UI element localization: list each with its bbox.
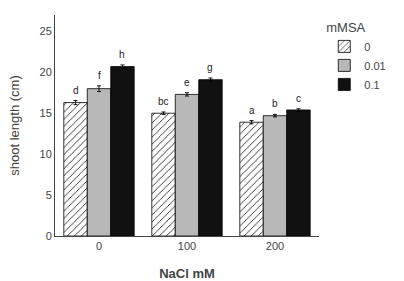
svg-text:c: c (296, 93, 301, 104)
svg-text:shoot length (cm): shoot length (cm) (7, 75, 22, 175)
svg-text:NaCl mM: NaCl mM (159, 266, 215, 281)
svg-text:15: 15 (40, 107, 52, 119)
svg-text:100: 100 (178, 240, 196, 252)
svg-text:0: 0 (46, 230, 52, 242)
svg-text:0.01: 0.01 (364, 60, 385, 72)
svg-text:0: 0 (364, 41, 370, 53)
svg-text:b: b (272, 98, 278, 109)
svg-text:a: a (249, 105, 255, 116)
svg-text:5: 5 (46, 189, 52, 201)
svg-text:0: 0 (96, 240, 102, 252)
svg-text:bc: bc (158, 96, 169, 107)
svg-text:20: 20 (40, 66, 52, 78)
svg-text:g: g (207, 62, 213, 73)
svg-text:25: 25 (40, 25, 52, 37)
svg-text:h: h (119, 49, 125, 60)
svg-text:f: f (98, 70, 101, 81)
svg-text:d: d (73, 85, 79, 96)
svg-text:0.1: 0.1 (364, 79, 379, 91)
svg-text:10: 10 (40, 148, 52, 160)
svg-text:mMSA: mMSA (326, 20, 365, 35)
svg-text:200: 200 (266, 240, 284, 252)
svg-text:e: e (184, 77, 190, 88)
